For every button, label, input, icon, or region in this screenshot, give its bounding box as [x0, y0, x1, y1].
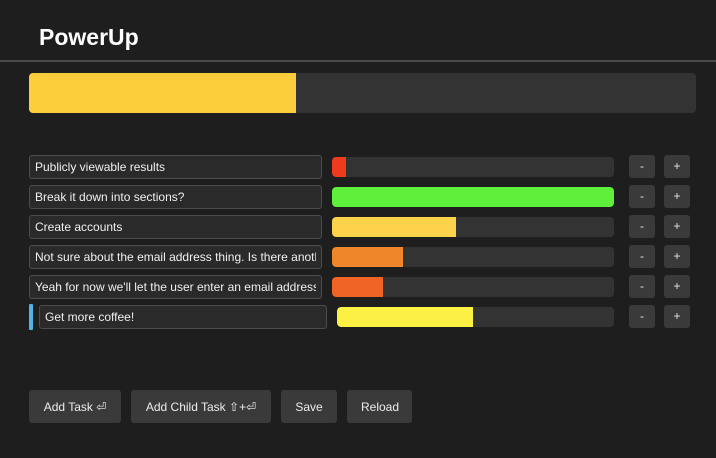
task-row: -+	[29, 275, 693, 299]
task-row: -+	[29, 304, 693, 330]
decrease-progress-button[interactable]: -	[629, 215, 655, 238]
task-progress-fill	[332, 277, 383, 297]
increase-progress-button[interactable]: +	[664, 275, 690, 298]
increase-progress-button[interactable]: +	[664, 155, 690, 178]
task-progress-fill	[332, 217, 457, 237]
header: PowerUp	[0, 0, 716, 62]
add-task-button[interactable]: Add Task ⏎	[29, 390, 121, 423]
task-name-input[interactable]	[39, 305, 327, 329]
app-title: PowerUp	[39, 24, 139, 50]
overall-progress-fill	[29, 73, 296, 113]
child-indent-marker	[29, 304, 33, 330]
task-progress-fill	[332, 157, 347, 177]
decrease-progress-button[interactable]: -	[629, 305, 655, 328]
decrease-progress-button[interactable]: -	[629, 185, 655, 208]
task-row: -+	[29, 155, 693, 179]
task-progress-fill	[332, 187, 614, 207]
decrease-progress-button[interactable]: -	[629, 275, 655, 298]
task-progress-bar[interactable]	[332, 277, 614, 297]
task-name-input[interactable]	[29, 215, 322, 239]
increase-progress-button[interactable]: +	[664, 305, 690, 328]
task-progress-bar[interactable]	[332, 247, 614, 267]
save-button[interactable]: Save	[281, 390, 337, 423]
add-child-task-button[interactable]: Add Child Task ⇧+⏎	[131, 390, 271, 423]
overall-progress-bar	[29, 73, 696, 113]
task-row: -+	[29, 215, 693, 239]
task-row: -+	[29, 245, 693, 269]
task-name-input[interactable]	[29, 185, 322, 209]
task-row: -+	[29, 185, 693, 209]
decrease-progress-button[interactable]: -	[629, 155, 655, 178]
reload-button[interactable]: Reload	[347, 390, 412, 423]
decrease-progress-button[interactable]: -	[629, 245, 655, 268]
increase-progress-button[interactable]: +	[664, 185, 690, 208]
task-name-input[interactable]	[29, 275, 322, 299]
task-progress-fill	[337, 307, 473, 327]
task-progress-bar[interactable]	[337, 307, 614, 327]
task-name-input[interactable]	[29, 245, 322, 269]
task-progress-bar[interactable]	[332, 157, 614, 177]
task-progress-fill	[332, 247, 403, 267]
increase-progress-button[interactable]: +	[664, 245, 690, 268]
task-progress-bar[interactable]	[332, 217, 614, 237]
task-progress-bar[interactable]	[332, 187, 614, 207]
increase-progress-button[interactable]: +	[664, 215, 690, 238]
task-name-input[interactable]	[29, 155, 322, 179]
